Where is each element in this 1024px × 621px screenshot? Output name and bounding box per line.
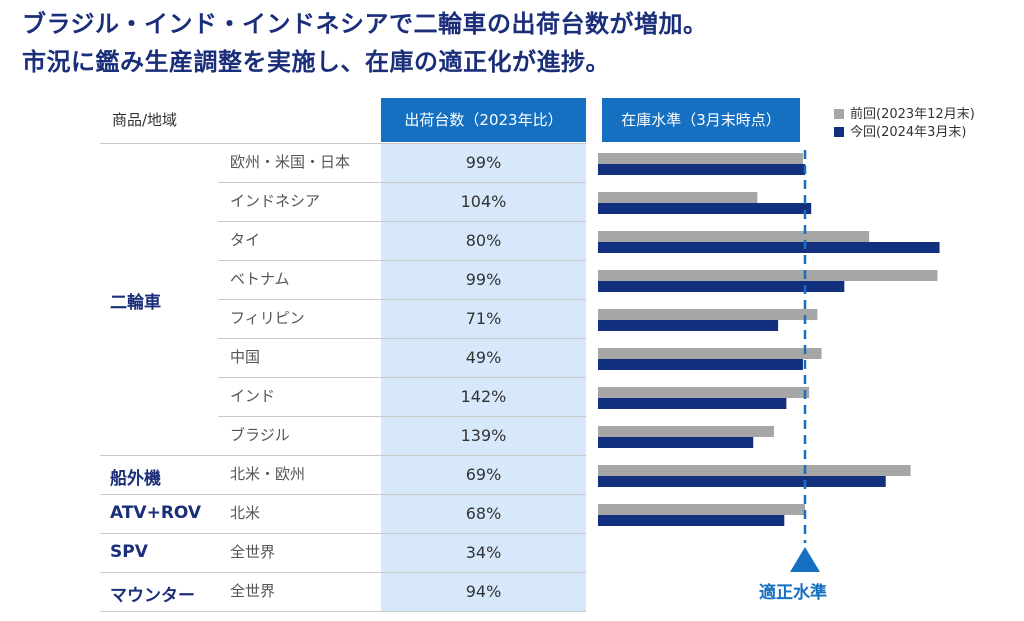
bar-previous: [598, 270, 938, 281]
category-label: ATV+ROV: [110, 502, 202, 523]
bar-current: [598, 476, 886, 487]
region-label: 全世界: [230, 582, 276, 600]
target-level-label: 適正水準: [759, 583, 827, 603]
legend-previous-label: 前回(2023年12月末): [850, 107, 975, 122]
shipments-value: 99%: [465, 153, 502, 172]
bar-current: [598, 515, 785, 526]
bar-previous: [598, 426, 774, 437]
category-label: マウンター: [110, 585, 195, 606]
row-divider: [218, 299, 586, 300]
shipments-header: 出荷台数（2023年比）: [381, 98, 586, 142]
region-label: インド: [230, 387, 276, 405]
shipments-value: 142%: [460, 387, 507, 406]
table-row: ベトナム 99%: [100, 260, 586, 299]
table-row: 全世界 94%: [100, 572, 586, 611]
region-label: 中国: [230, 348, 261, 366]
headline-line-2: 市況に鑑み生産調整を実施し、在庫の適正化が進捗。: [22, 48, 610, 76]
region-label: インドネシア: [230, 192, 321, 210]
row-divider: [100, 533, 586, 534]
region-label: ベトナム: [230, 270, 290, 288]
bar-previous: [598, 309, 818, 320]
shipments-value: 94%: [465, 582, 502, 601]
table-row: インドネシア 104%: [100, 182, 586, 221]
row-divider: [100, 494, 586, 495]
row-divider: [218, 377, 586, 378]
table-row: フィリピン 71%: [100, 299, 586, 338]
row-divider: [218, 416, 586, 417]
region-label: フィリピン: [230, 309, 305, 327]
shipments-value: 71%: [465, 309, 502, 328]
bar-current: [598, 398, 787, 409]
shipments-value: 104%: [460, 192, 507, 211]
row-divider: [100, 143, 586, 144]
shipments-value: 68%: [465, 504, 502, 523]
shipments-value: 99%: [465, 270, 502, 289]
target-level-triangle-icon: [790, 547, 820, 572]
row-divider: [100, 572, 586, 573]
table-row: 北米・欧州 69%: [100, 455, 586, 494]
row-divider: [218, 338, 586, 339]
row-divider: [100, 455, 586, 456]
shipments-value: 80%: [465, 231, 502, 250]
bar-current: [598, 242, 940, 253]
bar-previous: [598, 387, 810, 398]
table-row: ブラジル 139%: [100, 416, 586, 455]
bar-previous: [598, 153, 803, 164]
table-row: 欧州・米国・日本 99%: [100, 143, 586, 182]
table-row: 北米 68%: [100, 494, 586, 533]
region-label: 欧州・米国・日本: [230, 153, 351, 171]
category-label: 船外機: [110, 468, 161, 489]
category-label: SPV: [110, 541, 148, 562]
legend-previous-swatch: [834, 108, 844, 119]
bar-previous: [598, 504, 805, 515]
legend-current-label: 今回(2024年3月末): [850, 125, 967, 140]
shipments-value: 34%: [465, 543, 502, 562]
bar-current: [598, 164, 805, 175]
headline-line-1: ブラジル・インド・インドネシアで二輪車の出荷台数が増加。: [22, 10, 708, 38]
bar-current: [598, 437, 754, 448]
table-row: 中国 49%: [100, 338, 586, 377]
bar-previous: [598, 465, 911, 476]
region-label: 北米: [230, 504, 261, 522]
row-divider: [218, 221, 586, 222]
region-label: 全世界: [230, 543, 276, 561]
legend-current-swatch: [834, 126, 844, 137]
row-divider: [218, 260, 586, 261]
bar-current: [598, 281, 845, 292]
table-row: インド 142%: [100, 377, 586, 416]
region-label: ブラジル: [230, 426, 290, 444]
bar-current: [598, 203, 812, 214]
table-row: タイ 80%: [100, 221, 586, 260]
shipments-value: 49%: [465, 348, 502, 367]
table-row: 全世界 34%: [100, 533, 586, 572]
inventory-header: 在庫水準（3月末時点）: [602, 98, 800, 142]
row-divider: [218, 182, 586, 183]
bar-previous: [598, 192, 758, 203]
shipments-value: 139%: [460, 426, 507, 445]
region-label: 北米・欧州: [230, 465, 306, 483]
bar-current: [598, 320, 779, 331]
row-divider: [100, 611, 586, 612]
legend-previous: 前回(2023年12月末): [834, 103, 975, 122]
category-label: 二輪車: [110, 293, 161, 313]
product-region-header: 商品/地域: [112, 111, 178, 129]
region-label: タイ: [230, 231, 261, 249]
shipments-value: 69%: [465, 465, 502, 484]
bar-previous: [598, 348, 822, 359]
bar-previous: [598, 231, 870, 242]
bar-current: [598, 359, 803, 370]
legend-current: 今回(2024年3月末): [834, 121, 967, 140]
